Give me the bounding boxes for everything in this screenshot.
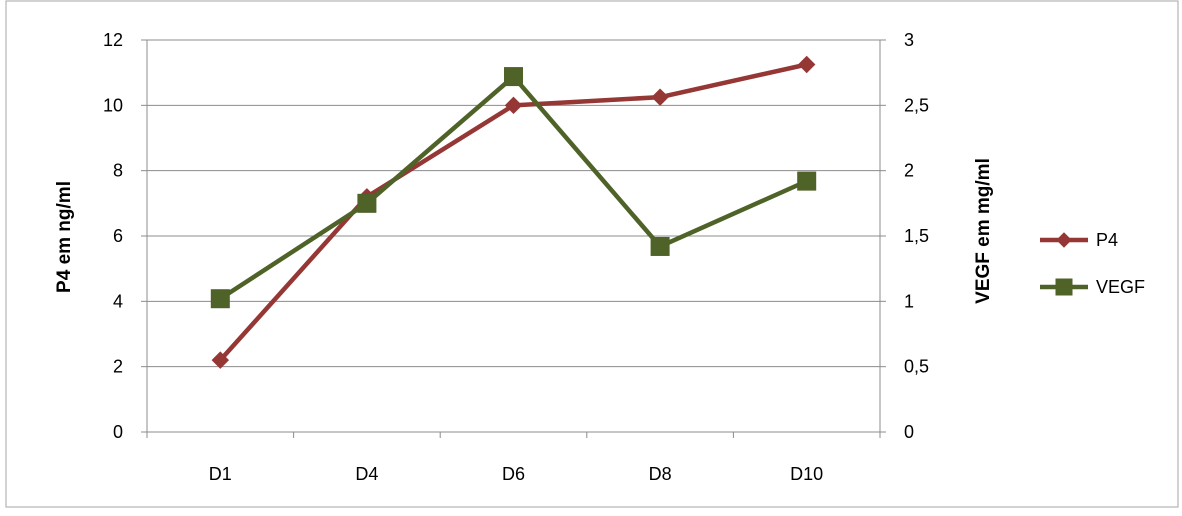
right-tick-label: 3 [904, 30, 914, 50]
right-axis-label: VEGF em mg/ml [973, 158, 994, 304]
x-tick-label: D10 [790, 464, 823, 484]
data-point-square [210, 289, 230, 309]
left-tick-label: 0 [113, 422, 123, 442]
series-vegf [210, 67, 817, 309]
left-tick-label: 10 [103, 95, 123, 115]
legend-item-p4: P4 [1040, 230, 1118, 250]
x-tick-label: D4 [355, 464, 378, 484]
chart-border [5, 0, 1179, 508]
legend-label: VEGF [1096, 277, 1145, 297]
series [210, 55, 817, 369]
left-axis-label: P4 em ng/ml [54, 181, 75, 293]
left-tick-label: 4 [113, 291, 123, 311]
data-point-diamond [504, 96, 523, 115]
data-point-square [504, 67, 523, 87]
left-tick-label: 8 [113, 161, 123, 181]
x-tick-label: D8 [649, 464, 672, 484]
legend-item-vegf: VEGF [1040, 277, 1145, 297]
data-point-diamond [651, 88, 669, 106]
data-point-square [650, 236, 670, 256]
legend: P4 VEGF [1040, 230, 1145, 297]
x-tick-label: D6 [502, 464, 525, 484]
right-tick-label: 2,5 [904, 95, 929, 115]
data-point-square [797, 171, 817, 191]
legend-label: P4 [1096, 230, 1118, 250]
left-tick-label: 6 [113, 226, 123, 246]
left-tick-label: 12 [103, 30, 123, 50]
legend-marker [1055, 278, 1073, 296]
right-tick-label: 0 [904, 422, 914, 442]
axes: 0 2 4 6 8 10 12 0 0,5 1 1,5 2 2,5 3 D1 D4 D6 D8 D10 [103, 30, 929, 484]
right-tick-label: 1 [904, 291, 914, 311]
series-p4 [211, 55, 816, 369]
legend-marker [1056, 232, 1072, 248]
right-tick-label: 2 [904, 161, 914, 181]
right-tick-label: 1,5 [904, 226, 929, 246]
data-point-diamond [797, 55, 816, 74]
right-tick-label: 0,5 [904, 357, 929, 377]
data-point-square [357, 193, 377, 213]
x-tick-label: D1 [209, 464, 232, 484]
left-tick-label: 2 [113, 357, 123, 377]
data-point-diamond [211, 351, 230, 369]
